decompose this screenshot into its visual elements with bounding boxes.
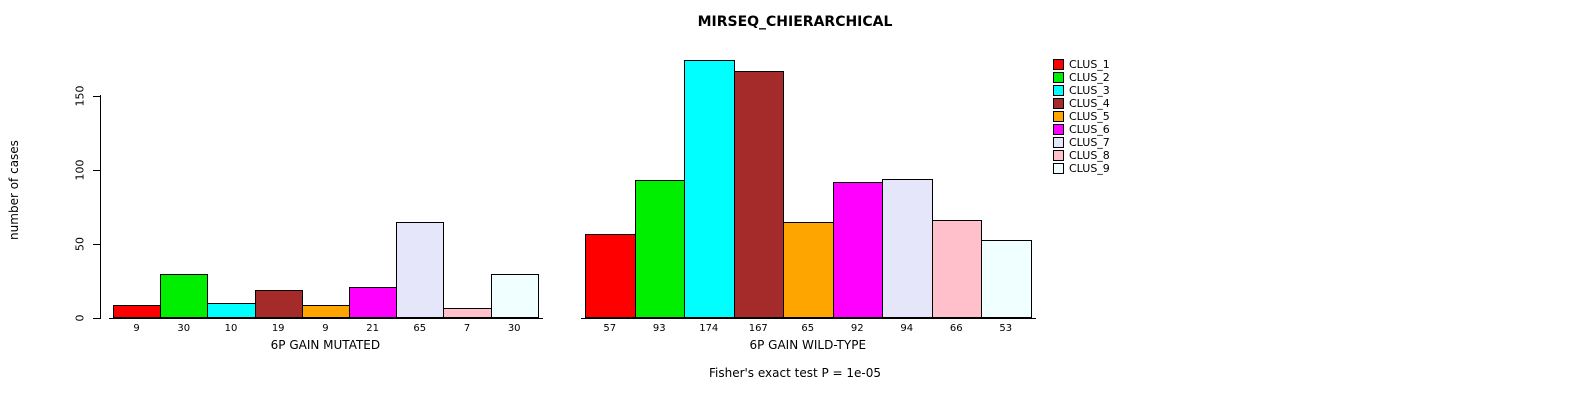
bar-value-label: 93 xyxy=(652,323,666,334)
legend-swatch xyxy=(1053,72,1064,83)
legend-label: CLUS_6 xyxy=(1069,123,1110,136)
bar-clus_4 xyxy=(733,70,784,318)
legend-label: CLUS_7 xyxy=(1069,136,1110,149)
bar-value-label: 94 xyxy=(900,323,914,334)
bar-clus_6 xyxy=(832,181,883,318)
legend-swatch xyxy=(1053,111,1064,122)
legend: CLUS_1 CLUS_2 CLUS_3 CLUS_4 CLUS_5 CLUS_6 CLUS… xyxy=(1053,58,1110,175)
bar-value-label: 174 xyxy=(699,323,719,334)
group-label: 6P GAIN WILD-TYPE xyxy=(749,338,867,352)
y-tick-label: 150 xyxy=(73,85,87,107)
bar-value-label: 57 xyxy=(603,323,617,334)
bar-clus_8 xyxy=(443,307,492,318)
legend-swatch xyxy=(1053,59,1064,70)
y-tick-mark xyxy=(93,318,100,319)
y-axis-line xyxy=(100,95,101,319)
y-tick-mark xyxy=(93,244,100,245)
legend-item: CLUS_5 xyxy=(1053,110,1110,123)
legend-item: CLUS_4 xyxy=(1053,97,1110,110)
chart-title: MIRSEQ_CHIERARCHICAL xyxy=(697,14,893,30)
footnote: Fisher's exact test P = 1e-05 xyxy=(708,366,882,380)
legend-label: CLUS_9 xyxy=(1069,162,1110,175)
legend-item: CLUS_2 xyxy=(1053,71,1110,84)
bar-clus_4 xyxy=(254,289,303,318)
legend-swatch xyxy=(1053,124,1064,135)
legend-label: CLUS_2 xyxy=(1069,71,1110,84)
bar-value-label: 9 xyxy=(322,323,329,334)
bar-clus_5 xyxy=(301,304,350,318)
bar-clus_8 xyxy=(931,220,982,318)
bar-value-label: 65 xyxy=(801,323,815,334)
bar-clus_9 xyxy=(490,273,539,318)
bar-clus_2 xyxy=(160,273,209,318)
bar-value-label: 53 xyxy=(999,323,1013,334)
bar-value-label: 30 xyxy=(177,323,191,334)
legend-item: CLUS_6 xyxy=(1053,123,1110,136)
bar-value-label: 21 xyxy=(366,323,379,334)
bar-clus_7 xyxy=(882,178,933,318)
y-tick-mark xyxy=(93,170,100,171)
group-baseline xyxy=(581,318,1036,319)
legend-item: CLUS_3 xyxy=(1053,84,1110,97)
group-label: 6P GAIN MUTATED xyxy=(270,338,381,352)
bar-clus_9 xyxy=(981,239,1032,318)
bar-clus_6 xyxy=(349,286,398,318)
y-tick-label: 0 xyxy=(73,314,87,322)
bar-value-label: 7 xyxy=(463,323,471,334)
legend-swatch xyxy=(1053,163,1064,174)
legend-item: CLUS_7 xyxy=(1053,136,1110,149)
group-baseline xyxy=(109,318,543,319)
legend-item: CLUS_1 xyxy=(1053,58,1110,71)
legend-label: CLUS_1 xyxy=(1069,58,1110,71)
bar-clus_1 xyxy=(585,233,636,318)
bar-clus_3 xyxy=(684,60,735,318)
bar-clus_1 xyxy=(113,304,162,318)
bar-clus_3 xyxy=(207,303,256,318)
legend-swatch xyxy=(1053,137,1064,148)
legend-label: CLUS_4 xyxy=(1069,97,1110,110)
legend-item: CLUS_9 xyxy=(1053,162,1110,175)
bar-value-label: 9 xyxy=(133,323,140,334)
y-tick-label: 50 xyxy=(73,237,87,251)
bar-value-label: 167 xyxy=(748,323,768,334)
bar-clus_5 xyxy=(783,221,834,318)
bar-clus_2 xyxy=(634,180,685,318)
legend-swatch xyxy=(1053,150,1064,161)
y-tick-mark xyxy=(93,96,100,97)
legend-label: CLUS_3 xyxy=(1069,84,1110,97)
bar-value-label: 92 xyxy=(850,323,864,334)
bar-clus_7 xyxy=(396,221,445,318)
legend-swatch xyxy=(1053,98,1064,109)
legend-label: CLUS_5 xyxy=(1069,110,1110,123)
bar-value-label: 65 xyxy=(413,323,427,334)
legend-label: CLUS_8 xyxy=(1069,149,1110,162)
legend-swatch xyxy=(1053,85,1064,96)
y-axis-label: number of cases xyxy=(7,140,21,240)
bar-value-label: 19 xyxy=(271,323,285,334)
bar-value-label: 66 xyxy=(949,323,963,334)
legend-item: CLUS_8 xyxy=(1053,149,1110,162)
y-tick-label: 100 xyxy=(73,159,87,181)
bar-value-label: 30 xyxy=(507,323,521,334)
bar-value-label: 10 xyxy=(224,323,238,334)
